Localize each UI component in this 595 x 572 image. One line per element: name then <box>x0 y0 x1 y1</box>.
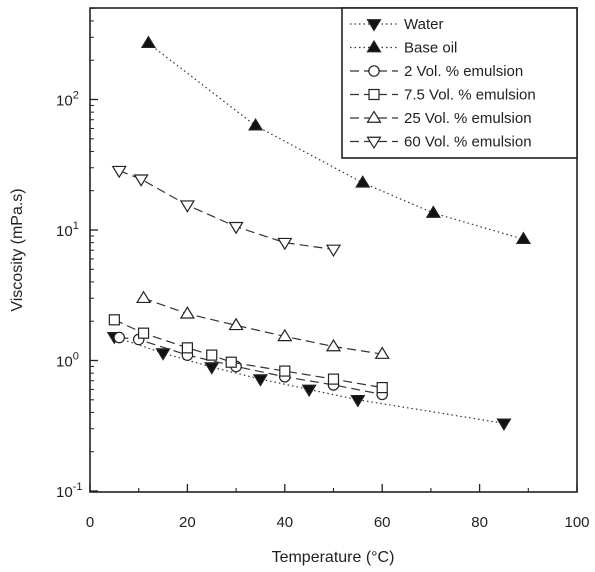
data-point <box>206 349 218 361</box>
series-4 <box>108 314 388 394</box>
legend-label: 2 Vol. % emulsion <box>404 63 523 80</box>
x-tick-label: 100 <box>564 514 589 531</box>
legend-entry: 7.5 Vol. % emulsion <box>350 87 536 104</box>
data-point <box>228 317 244 331</box>
data-point <box>140 35 157 49</box>
legend-marker <box>366 110 382 123</box>
series-line <box>143 297 383 355</box>
legend-marker <box>366 136 382 150</box>
data-point <box>204 362 220 375</box>
x-tick-label: 20 <box>179 514 196 531</box>
legend-entry: Base oil <box>350 40 457 57</box>
legend-label: 60 Vol. % emulsion <box>404 134 532 151</box>
data-point <box>374 346 390 359</box>
data-point <box>228 221 244 235</box>
data-point <box>225 356 237 368</box>
data-point <box>181 342 193 354</box>
data-point <box>277 237 293 251</box>
y-tick-label: 101 <box>56 220 79 240</box>
legend: Water Base oil 2 Vol. % emulsion 7.5 Vol. %… <box>341 7 578 159</box>
data-point <box>136 290 152 304</box>
legend-label: Base oil <box>404 40 457 57</box>
x-tick-label: 80 <box>471 514 488 531</box>
data-point <box>301 384 317 398</box>
y-axis-label: Viscosity (mPa.s) <box>9 188 26 311</box>
plot-marks <box>106 35 531 431</box>
data-point <box>325 338 342 352</box>
data-point <box>179 306 195 319</box>
legend-box <box>341 7 578 159</box>
data-point <box>252 374 269 387</box>
x-tick-label: 0 <box>86 514 94 531</box>
legend-entry: 25 Vol. % emulsion <box>350 110 532 127</box>
legend-entry: 2 Vol. % emulsion <box>350 63 523 80</box>
legend-marker <box>366 19 382 32</box>
series-1 <box>106 331 512 431</box>
legend-marker <box>368 88 380 101</box>
data-point <box>179 200 195 213</box>
data-point <box>350 394 366 408</box>
x-tick-label: 40 <box>276 514 293 531</box>
legend-label: 7.5 Vol. % emulsion <box>404 87 536 104</box>
y-tick-label: 100 <box>56 351 79 371</box>
data-point <box>111 165 127 179</box>
data-point <box>327 373 340 385</box>
series-line <box>114 336 505 424</box>
data-point <box>133 174 149 187</box>
y-axis-ticks: 10-1 100 101 102 <box>56 7 98 501</box>
legend-label: Water <box>404 16 443 33</box>
data-point <box>355 175 371 188</box>
legend-marker <box>368 65 380 77</box>
data-point <box>277 328 293 342</box>
data-point <box>376 381 388 394</box>
series-2 <box>140 35 531 245</box>
series-6 <box>111 165 342 258</box>
series-5 <box>136 290 390 359</box>
data-point <box>515 231 531 245</box>
data-point <box>248 118 264 131</box>
data-point <box>108 314 120 326</box>
series-line <box>114 319 383 389</box>
x-axis-ticks: 0 20 40 60 80 100 <box>86 484 590 531</box>
data-point <box>113 331 126 344</box>
data-point <box>325 244 342 258</box>
data-point <box>496 418 512 431</box>
legend-marker <box>366 39 382 53</box>
y-tick-label: 10-1 <box>56 481 82 501</box>
x-tick-label: 60 <box>374 514 391 531</box>
legend-label: 25 Vol. % emulsion <box>404 110 532 127</box>
data-point <box>425 205 441 218</box>
data-point <box>137 327 150 339</box>
y-tick-label: 102 <box>56 90 79 110</box>
legend-entry: 60 Vol. % emulsion <box>350 134 532 151</box>
data-point <box>155 348 171 361</box>
legend-entry: Water <box>350 16 443 33</box>
x-axis-label: Temperature (°C) <box>272 549 395 566</box>
series-line <box>119 170 334 251</box>
data-point <box>279 365 291 377</box>
